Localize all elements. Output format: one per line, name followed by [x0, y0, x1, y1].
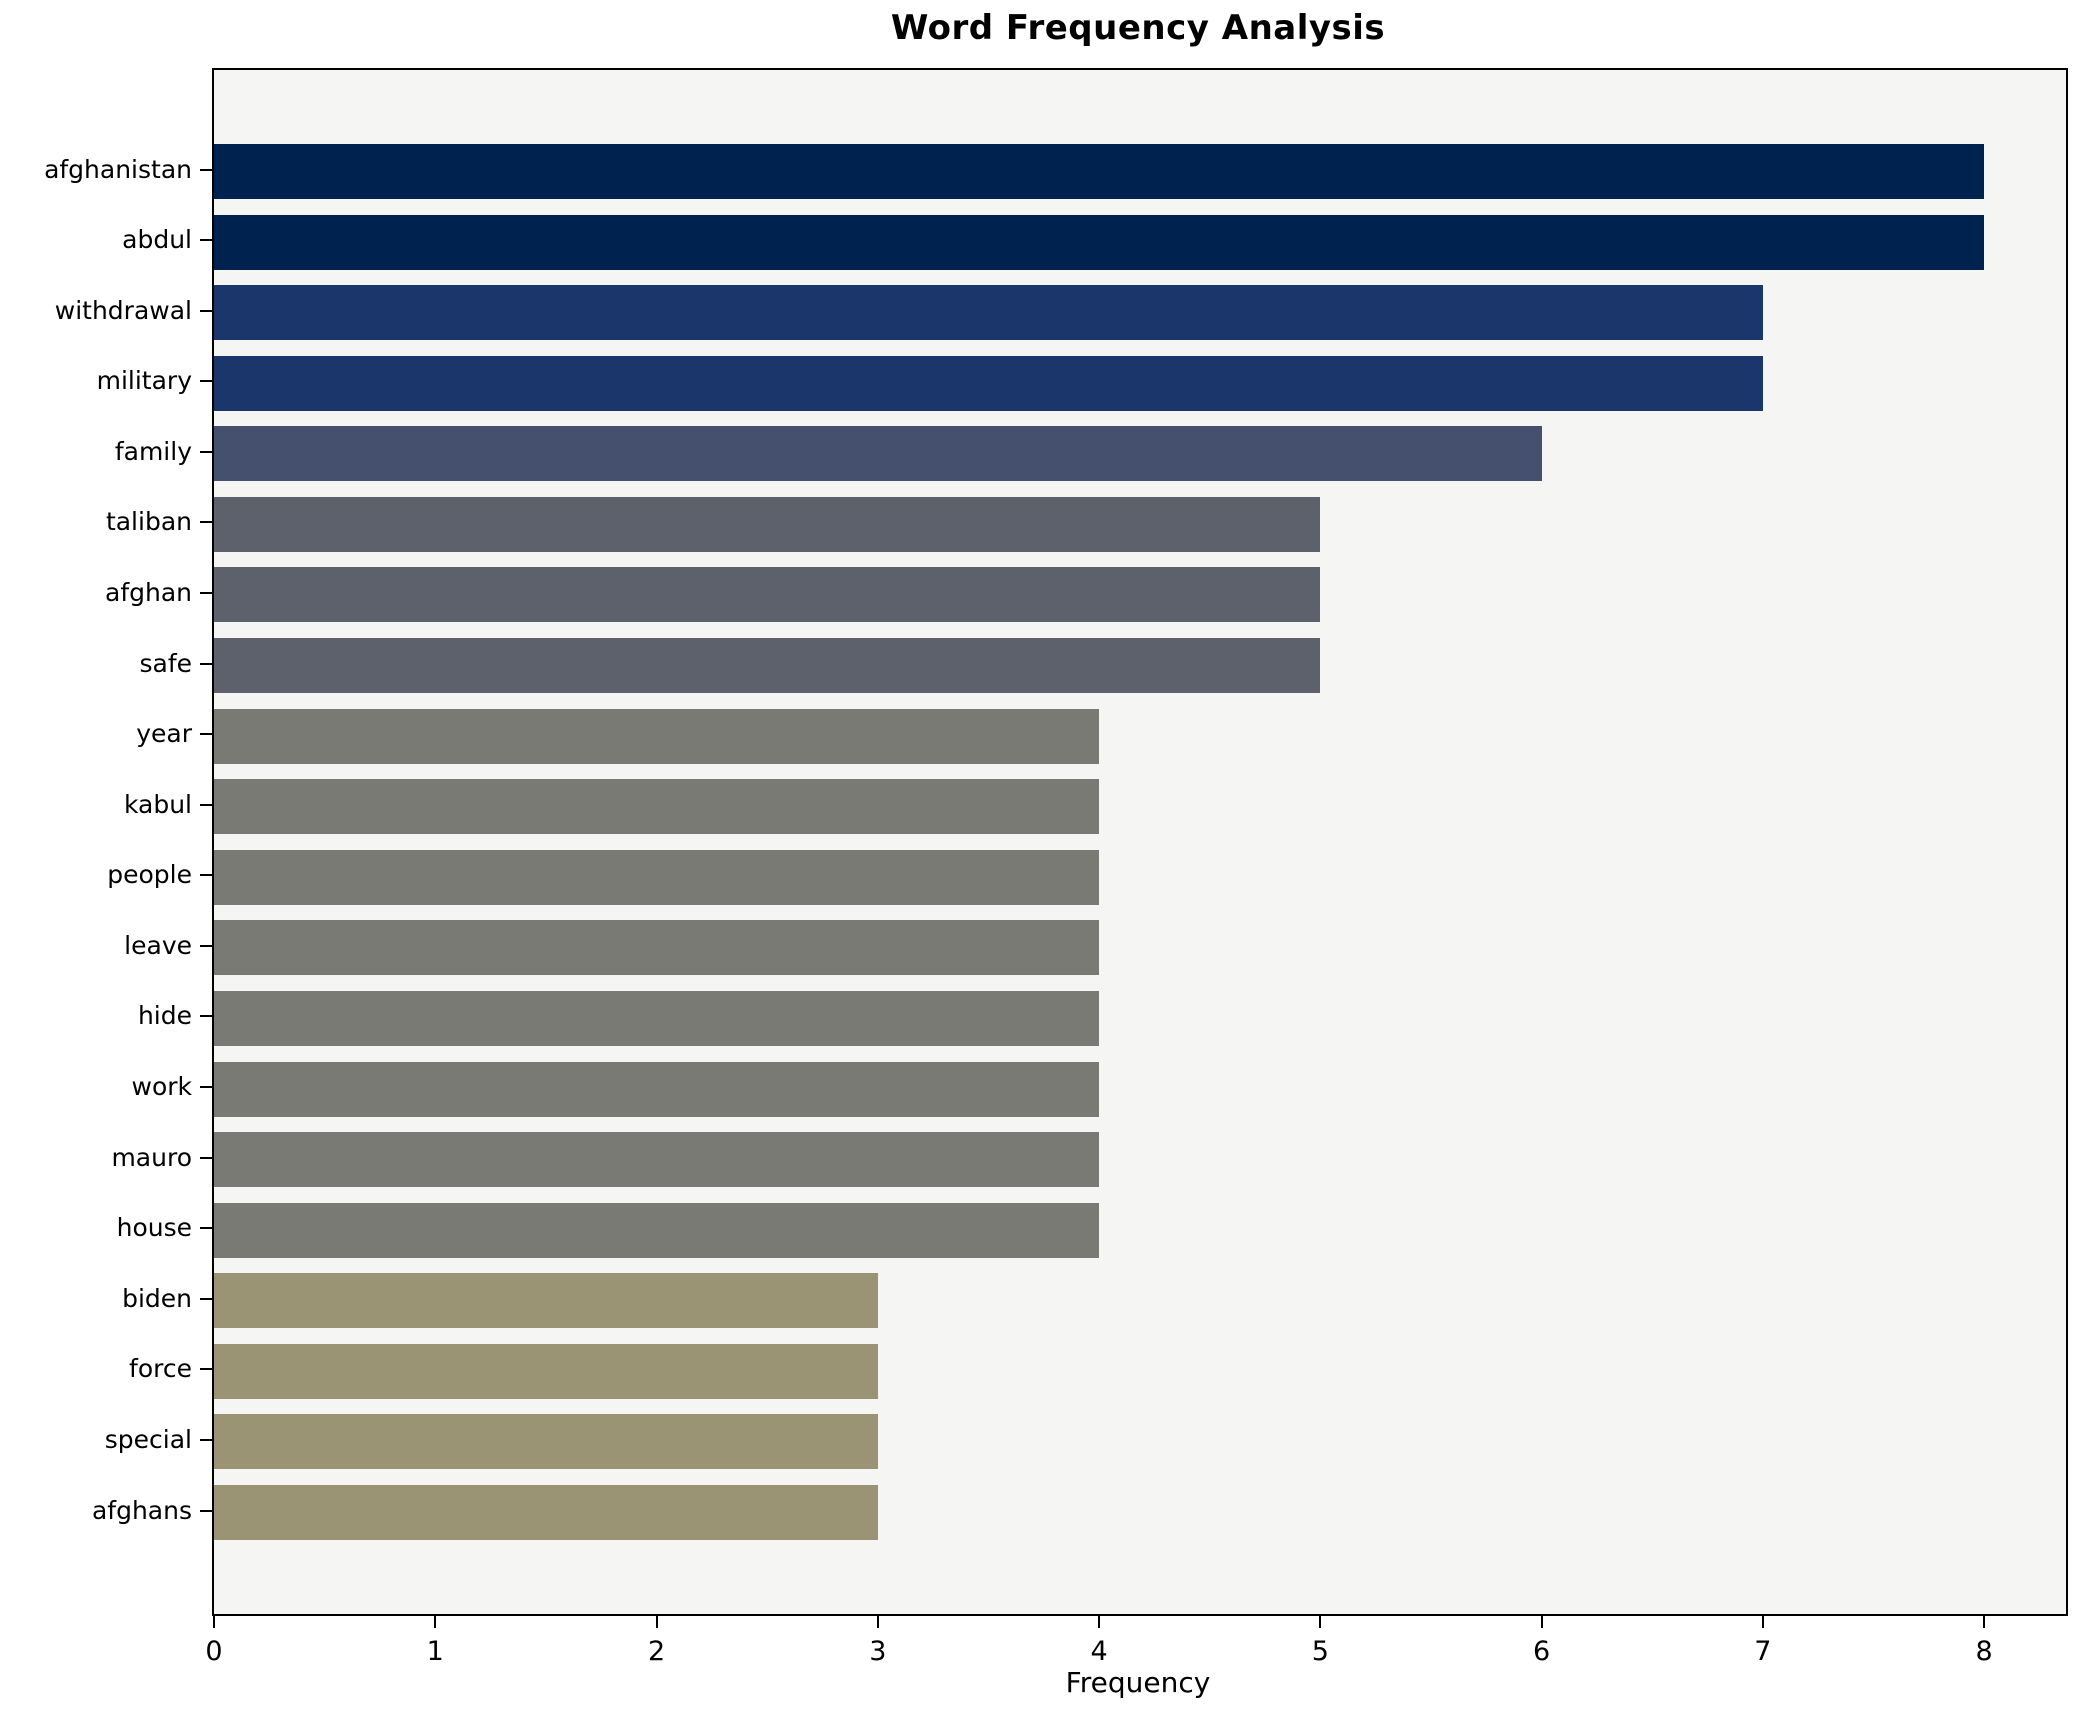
x-tick — [434, 1616, 437, 1628]
x-tick-label-8: 8 — [1975, 1636, 1993, 1667]
y-tick — [200, 521, 212, 524]
y-label-family: family — [114, 436, 192, 466]
y-tick — [200, 1509, 212, 1512]
y-label-taliban: taliban — [105, 507, 192, 537]
y-label-withdrawal: withdrawal — [54, 295, 192, 325]
y-tick — [200, 591, 212, 594]
x-tick-label-1: 1 — [426, 1636, 444, 1667]
plot-area — [212, 68, 2068, 1616]
y-label-force: force — [129, 1354, 192, 1384]
y-label-afghanistan: afghanistan — [44, 154, 192, 184]
y-tick — [200, 1086, 212, 1089]
bar-safe — [214, 638, 1321, 694]
bar-family — [214, 426, 1542, 482]
bar-mauro — [214, 1132, 1100, 1188]
y-tick — [200, 1438, 212, 1441]
x-tick-label-2: 2 — [647, 1636, 666, 1667]
y-tick — [200, 380, 212, 383]
x-tick-label-4: 4 — [1090, 1636, 1108, 1667]
y-label-biden: biden — [122, 1283, 192, 1313]
bar-people — [214, 849, 1100, 905]
y-label-leave: leave — [124, 930, 192, 960]
y-label-people: people — [107, 860, 192, 890]
bar-afghanistan — [214, 144, 1985, 199]
x-tick — [655, 1616, 658, 1628]
y-tick — [200, 168, 212, 171]
bar-hide — [214, 990, 1100, 1046]
y-tick — [200, 662, 212, 665]
y-label-afghans: afghans — [91, 1495, 192, 1525]
bar-work — [214, 1061, 1100, 1117]
bar-special — [214, 1414, 878, 1470]
bar-military — [214, 355, 1763, 411]
y-tick — [200, 733, 212, 736]
y-tick — [200, 1015, 212, 1018]
y-label-year: year — [136, 719, 192, 749]
y-tick — [200, 803, 212, 806]
y-tick — [200, 944, 212, 947]
bar-year — [214, 708, 1100, 764]
y-label-hide: hide — [137, 1001, 192, 1031]
bar-biden — [214, 1273, 878, 1329]
bar-afghans — [214, 1485, 878, 1540]
x-tick-label-5: 5 — [1311, 1636, 1329, 1667]
x-tick-label-6: 6 — [1533, 1636, 1551, 1667]
y-label-afghan: afghan — [105, 577, 192, 607]
y-tick — [200, 309, 212, 312]
bar-kabul — [214, 779, 1100, 835]
x-tick — [876, 1616, 879, 1628]
y-label-special: special — [104, 1424, 192, 1454]
y-label-safe: safe — [139, 648, 192, 678]
y-tick — [200, 1156, 212, 1159]
x-tick — [1319, 1616, 1322, 1628]
x-axis-title: Frequency — [1065, 1666, 1211, 1699]
y-tick — [200, 874, 212, 877]
bar-afghan — [214, 567, 1321, 623]
y-tick — [200, 1227, 212, 1230]
y-label-mauro: mauro — [111, 1142, 192, 1172]
y-tick — [200, 1368, 212, 1371]
y-tick — [200, 239, 212, 242]
y-tick — [200, 450, 212, 453]
x-tick — [1098, 1616, 1101, 1628]
x-tick — [1761, 1616, 1764, 1628]
y-label-abdul: abdul — [122, 225, 192, 255]
y-label-military: military — [96, 366, 192, 396]
x-tick — [213, 1616, 215, 1628]
y-label-work: work — [131, 1072, 193, 1102]
bar-taliban — [214, 496, 1321, 552]
chart-title: Word Frequency Analysis — [890, 8, 1386, 48]
y-label-house: house — [116, 1213, 192, 1243]
x-tick-label-3: 3 — [869, 1636, 887, 1667]
bar-force — [214, 1343, 878, 1399]
x-tick — [1540, 1616, 1543, 1628]
bar-leave — [214, 920, 1100, 976]
bar-abdul — [214, 214, 1985, 270]
bar-house — [214, 1202, 1100, 1258]
y-label-kabul: kabul — [123, 789, 192, 819]
x-tick — [1983, 1616, 1986, 1628]
x-tick-label-7: 7 — [1754, 1636, 1772, 1667]
y-tick — [200, 1297, 212, 1300]
x-tick-label-0: 0 — [205, 1636, 223, 1667]
bar-withdrawal — [214, 285, 1763, 341]
